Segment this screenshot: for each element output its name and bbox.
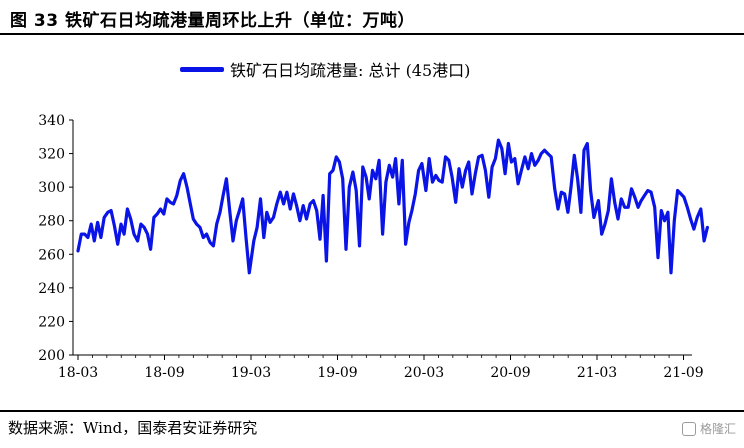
y-tick-label: 200 — [38, 348, 65, 364]
y-tick-label: 260 — [38, 247, 65, 263]
x-tick-label: 19-03 — [231, 365, 271, 381]
x-tick-label: 20-03 — [404, 365, 444, 381]
source-rule — [0, 410, 744, 412]
y-tick-label: 300 — [38, 180, 65, 196]
legend-swatch — [180, 66, 224, 72]
x-tick-label: 21-09 — [663, 365, 703, 381]
x-tick-label: 18-03 — [58, 365, 98, 381]
y-tick-label: 280 — [38, 214, 65, 230]
legend-label: 铁矿石日均疏港量: 总计 (45港口) — [230, 61, 471, 80]
watermark-text: 格隆汇 — [699, 422, 736, 436]
y-tick-label: 220 — [38, 314, 65, 330]
x-tick-label: 21-03 — [577, 365, 617, 381]
x-tick-label: 19-09 — [317, 365, 357, 381]
title-rule — [0, 33, 744, 35]
watermark: 格隆汇 — [681, 420, 736, 437]
series-line — [76, 138, 709, 275]
x-tick-label: 20-09 — [490, 365, 530, 381]
chart-legend: 铁矿石日均疏港量: 总计 (45港口) — [180, 58, 470, 80]
source-note: 数据来源：Wind，国泰君安证券研究 — [8, 419, 258, 437]
x-tick-label: 18-09 — [144, 365, 184, 381]
y-tick-label: 320 — [38, 147, 65, 163]
y-tick-label: 240 — [38, 281, 65, 297]
watermark-logo-icon — [681, 421, 696, 436]
y-tick-label: 340 — [38, 113, 65, 129]
figure-title: 图 33 铁矿石日均疏港量周环比上升（单位：万吨） — [10, 11, 415, 31]
